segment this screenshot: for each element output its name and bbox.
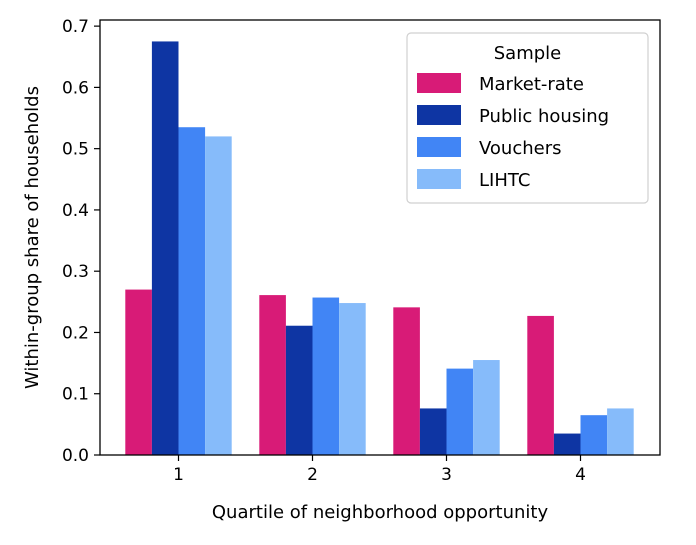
y-tick-label: 0.1 bbox=[62, 385, 89, 405]
y-tick-label: 0.7 bbox=[62, 17, 89, 37]
bar-vouchers-q4 bbox=[580, 415, 608, 455]
x-axis-label: Quartile of neighborhood opportunity bbox=[212, 502, 549, 523]
bar-vouchers-q1 bbox=[178, 127, 206, 455]
y-tick-label: 0.3 bbox=[62, 262, 89, 282]
bar-public-housing-q1 bbox=[151, 41, 179, 455]
x-tick-label: 4 bbox=[575, 465, 586, 485]
bar-market-rate-q1 bbox=[125, 289, 152, 455]
legend-swatch bbox=[417, 105, 461, 125]
bar-lihtc-q2 bbox=[339, 303, 366, 455]
legend-swatch bbox=[417, 73, 461, 93]
y-tick-label: 0.4 bbox=[62, 201, 89, 221]
x-axis: 1 2 3 4 bbox=[173, 455, 586, 485]
bar-lihtc-q4 bbox=[607, 408, 634, 455]
legend-entry-label: LIHTC bbox=[479, 170, 530, 191]
bar-vouchers-q3 bbox=[446, 368, 474, 455]
bar-lihtc-q1 bbox=[205, 136, 232, 455]
bar-vouchers-q2 bbox=[312, 297, 340, 455]
legend-entry-label: Vouchers bbox=[479, 138, 562, 159]
x-tick-label: 3 bbox=[441, 465, 452, 485]
x-tick-label: 2 bbox=[307, 465, 318, 485]
plot-frame bbox=[99, 19, 661, 456]
legend-title: Sample bbox=[494, 43, 562, 64]
bar-lihtc-q3 bbox=[473, 360, 500, 455]
legend-entry-label: Public housing bbox=[479, 106, 609, 127]
legend-frame bbox=[406, 32, 649, 204]
x-tick-label: 1 bbox=[173, 465, 184, 485]
bar-market-rate-q3 bbox=[393, 307, 420, 455]
y-axis: 0.0 0.1 0.2 0.3 0.4 0.5 0.6 0.7 bbox=[62, 17, 100, 466]
bars-group bbox=[125, 41, 634, 455]
bar-public-housing-q4 bbox=[553, 433, 581, 455]
y-axis-label: Within-group share of households bbox=[22, 86, 43, 389]
y-tick-label: 0.5 bbox=[62, 140, 89, 160]
bar-market-rate-q2 bbox=[259, 295, 286, 455]
bar-public-housing-q3 bbox=[419, 408, 447, 455]
y-tick-label: 0.2 bbox=[62, 323, 89, 343]
legend-swatch bbox=[417, 137, 461, 157]
legend: Sample Market-rate Public housing Vouchers… bbox=[406, 32, 649, 204]
y-tick-label: 0.6 bbox=[62, 78, 89, 98]
legend-entry-label: Market-rate bbox=[479, 74, 584, 95]
bar-market-rate-q4 bbox=[527, 315, 554, 455]
bar-public-housing-q2 bbox=[285, 325, 313, 455]
legend-swatch bbox=[417, 169, 461, 189]
y-tick-label: 0.0 bbox=[62, 446, 89, 466]
